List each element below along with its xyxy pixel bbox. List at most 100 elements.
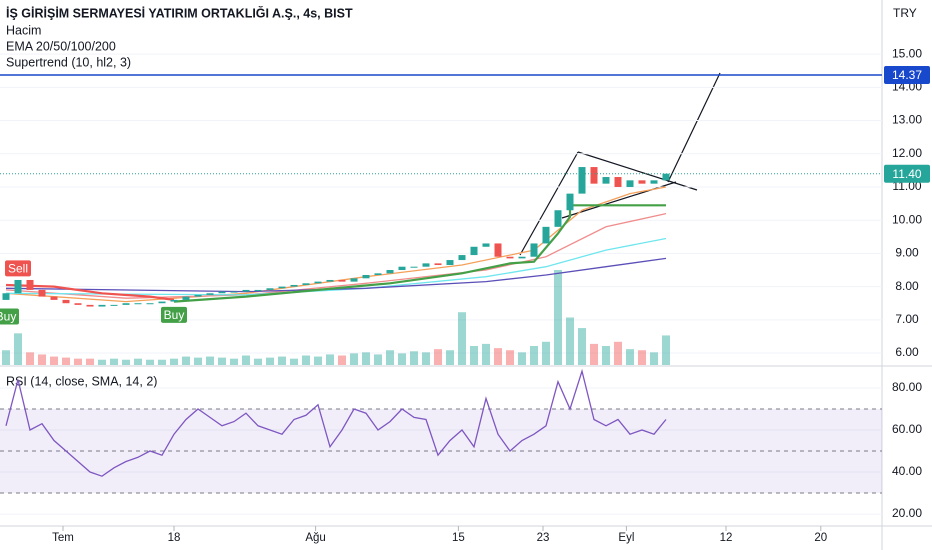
candle xyxy=(434,263,442,266)
volume-bar xyxy=(26,352,34,365)
indicator-line xyxy=(173,204,666,303)
volume-bar xyxy=(14,333,22,365)
y-tick-label: 40.00 xyxy=(892,464,922,478)
volume-bar xyxy=(218,357,226,365)
candle xyxy=(530,243,538,257)
volume-bar xyxy=(62,357,70,365)
candle xyxy=(38,289,46,297)
y-tick-label: 7.00 xyxy=(895,312,919,326)
x-tick-label: Tem xyxy=(52,532,74,544)
volume-bar xyxy=(506,350,514,365)
indicator-line xyxy=(5,237,667,296)
volume-bar xyxy=(566,317,574,365)
volume-bar xyxy=(470,346,478,365)
candle xyxy=(554,210,562,227)
candle xyxy=(446,260,454,266)
trendline xyxy=(667,72,721,183)
candle xyxy=(110,304,118,306)
candle xyxy=(614,177,622,187)
volume-bar xyxy=(110,358,118,365)
x-tick-label: 12 xyxy=(720,532,733,544)
volume-bar xyxy=(242,355,250,365)
candle xyxy=(362,274,370,279)
candle xyxy=(230,291,238,293)
currency: TRY xyxy=(893,6,917,20)
price-tag-label: 11.40 xyxy=(892,167,921,181)
rsi-line xyxy=(5,368,667,477)
volume-bar xyxy=(446,350,454,365)
x-tick-label: 15 xyxy=(452,532,465,544)
price-tag xyxy=(884,66,930,85)
candle xyxy=(578,167,586,194)
indicator-label: EMA 20/50/100/200 xyxy=(6,39,116,53)
volume-bar xyxy=(614,341,622,365)
volume-bar xyxy=(662,335,670,365)
volume-bar xyxy=(290,358,298,365)
candle xyxy=(182,296,190,300)
volume-bar xyxy=(86,358,94,365)
volume-bar xyxy=(650,352,658,365)
volume-bar xyxy=(434,349,442,365)
indicator-line xyxy=(5,212,667,299)
volume-bar xyxy=(578,328,586,365)
volume-bar xyxy=(626,349,634,365)
volume-bar xyxy=(182,356,190,365)
candle xyxy=(158,301,166,304)
y-tick-label: 9.00 xyxy=(895,246,919,260)
signal-box xyxy=(0,308,19,325)
y-tick-label: 15.00 xyxy=(892,46,922,60)
candle xyxy=(386,270,394,274)
candle xyxy=(590,167,598,184)
volume-bar xyxy=(542,341,550,365)
y-tick-label: 20.00 xyxy=(892,506,922,520)
candle xyxy=(314,281,322,284)
candle xyxy=(50,296,58,300)
volume-bar xyxy=(38,354,46,365)
volume-bar xyxy=(326,354,334,365)
volume-bar xyxy=(638,350,646,365)
volume-bar xyxy=(278,356,286,365)
x-tick-label: 18 xyxy=(168,532,181,544)
volume-bar xyxy=(146,359,154,365)
volume-bar xyxy=(350,353,358,365)
volume-bar xyxy=(254,358,262,365)
volume-bar xyxy=(338,355,346,365)
x-tick-label: Ağu xyxy=(305,532,325,544)
candle xyxy=(338,279,346,282)
indicator-line xyxy=(5,283,175,301)
volume-bar xyxy=(50,356,58,365)
candle xyxy=(566,193,574,211)
y-tick-label: 60.00 xyxy=(892,422,922,436)
volume-bar xyxy=(194,357,202,365)
chart-title: İŞ GİRİŞİM SERMAYESİ YATIRIM ORTAKLIĞI A… xyxy=(6,5,353,20)
volume-bar xyxy=(362,352,370,365)
y-tick-label: 13.00 xyxy=(892,113,922,127)
volume-bar xyxy=(170,358,178,365)
x-tick-label: 20 xyxy=(814,532,827,544)
signal-label: Buy xyxy=(0,310,16,324)
y-tick-label: 6.00 xyxy=(895,345,919,359)
candle xyxy=(602,177,610,184)
candle xyxy=(290,284,298,287)
volume-bar xyxy=(134,358,142,365)
volume-bar xyxy=(206,356,214,365)
y-tick-label: 80.00 xyxy=(892,380,922,394)
candle xyxy=(254,289,262,291)
x-tick-label: 23 xyxy=(537,532,550,544)
volume-bar xyxy=(74,358,82,365)
candle xyxy=(134,303,142,305)
volume-bar xyxy=(230,358,238,365)
x-tick-label: Eyl xyxy=(618,532,634,544)
volume-bar xyxy=(314,356,322,365)
volume-bar xyxy=(386,350,394,365)
volume-bar xyxy=(494,348,502,365)
y-tick-label: 8.00 xyxy=(895,279,919,293)
indicator-label: Supertrend (10, hl2, 3) xyxy=(6,55,131,69)
candle xyxy=(266,288,274,290)
volume-bar xyxy=(374,354,382,365)
volume-bar xyxy=(518,352,526,365)
signal-label: Sell xyxy=(8,262,28,276)
candle xyxy=(506,256,514,259)
candle xyxy=(98,304,106,307)
